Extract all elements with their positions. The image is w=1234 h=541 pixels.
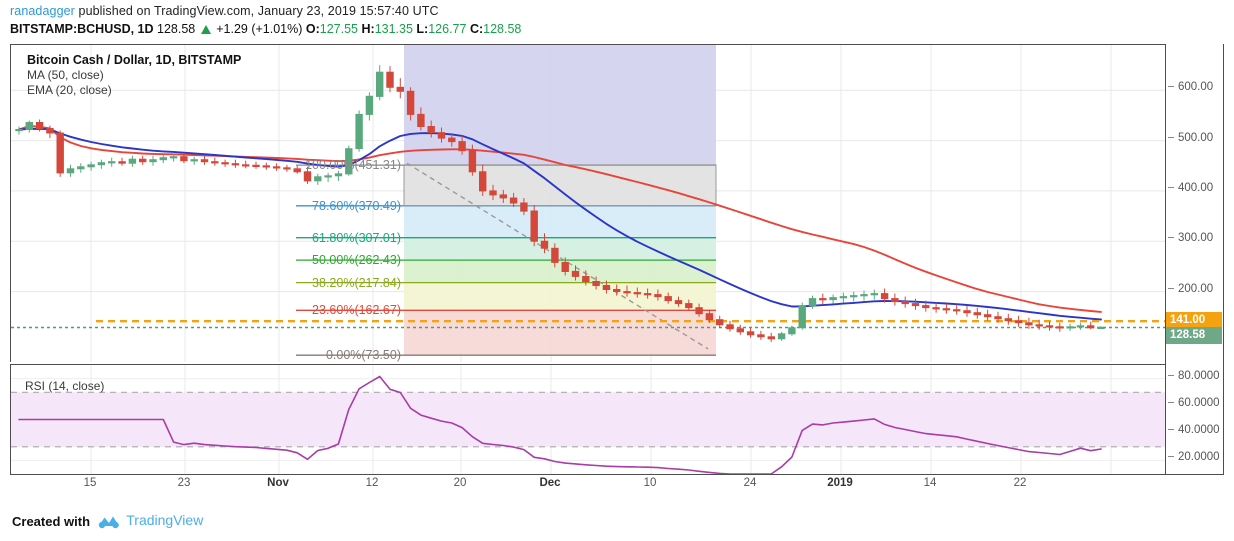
time-label-22: 22: [1013, 477, 1027, 489]
fib-level-label-23-6: 23.60%(162.67): [312, 303, 401, 318]
rsi-tick-20: 20.0000: [1168, 451, 1220, 463]
tradingview-brand[interactable]: TradingView: [126, 512, 204, 528]
high-value: 131.35: [374, 22, 413, 36]
legend-ma50: MA (50, close): [27, 68, 104, 82]
publisher-line: ranadagger published on TradingView.com,…: [10, 4, 439, 18]
created-with-label: Created with: [12, 514, 91, 529]
last-price: 128.58: [157, 22, 196, 36]
up-arrow-icon: [200, 25, 211, 34]
symbol-label[interactable]: BITSTAMP:BCHUSD, 1D: [10, 22, 154, 36]
price-tick-400-00: 400.00: [1168, 182, 1213, 194]
time-label-20: 20: [453, 477, 467, 489]
price-tick-500-00: 500.00: [1168, 132, 1213, 144]
time-label-23: 23: [177, 477, 191, 489]
chart-frame: Bitcoin Cash / Dollar, 1D, BITSTAMP MA (…: [10, 44, 1224, 494]
close-value: 128.58: [483, 22, 522, 36]
low-key: L:: [416, 22, 429, 36]
open-key: O:: [305, 22, 320, 36]
published-text: published on TradingView.com, January 23…: [74, 4, 439, 18]
rsi-plot: [11, 365, 1165, 475]
time-label-24: 24: [743, 477, 757, 489]
fib-level-label-0: 0.00%(73.50): [325, 348, 401, 363]
open-value: 127.55: [319, 22, 358, 36]
rsi-tick-60: 60.0000: [1168, 397, 1220, 409]
fib-level-label-78-6: 78.60%(370.49): [312, 198, 401, 213]
legend-ema20: EMA (20, close): [27, 83, 112, 97]
fib-level-label-100: 100.00%(451.31): [305, 158, 401, 173]
close-key: C:: [469, 22, 484, 36]
price-change: +1.29 (+1.01%): [216, 22, 303, 36]
price-tick-600-00: 600.00: [1168, 81, 1213, 93]
price-legend: Bitcoin Cash / Dollar, 1D, BITSTAMP MA (…: [27, 53, 241, 98]
time-label-15: 15: [83, 477, 97, 489]
symbol-quote-line: BITSTAMP:BCHUSD, 1D 128.58 +1.29 (+1.01%…: [10, 22, 521, 36]
time-label-14: 14: [923, 477, 937, 489]
rsi-tick-80: 80.0000: [1168, 370, 1220, 382]
price-axis[interactable]: [1165, 44, 1224, 474]
price-badge-last: 128.58: [1166, 327, 1222, 345]
rsi-pane[interactable]: RSI (14, close): [10, 364, 1165, 475]
fib-level-label-61-8: 61.80%(307.01): [312, 230, 401, 245]
time-label-nov: Nov: [267, 477, 289, 489]
time-label-2019: 2019: [827, 477, 853, 489]
footer-attribution: Created with TradingView: [12, 512, 203, 533]
time-label-10: 10: [643, 477, 657, 489]
time-label-12: 12: [365, 477, 379, 489]
low-value: 126.77: [428, 22, 467, 36]
price-plot: [11, 45, 1165, 362]
fib-level-label-50: 50.00%(262.43): [312, 253, 401, 268]
price-tick-200-00: 200.00: [1168, 283, 1213, 295]
legend-title: Bitcoin Cash / Dollar, 1D, BITSTAMP: [27, 53, 242, 67]
time-axis[interactable]: 15 23 Nov 12 20 Dec 10 24 2019 14 22: [10, 474, 1224, 494]
high-key: H:: [361, 22, 375, 36]
tradingview-logo-icon: [98, 514, 120, 533]
price-tick-300-00: 300.00: [1168, 232, 1213, 244]
author-name[interactable]: ranadagger: [10, 4, 75, 18]
rsi-legend: RSI (14, close): [25, 379, 105, 393]
price-pane[interactable]: Bitcoin Cash / Dollar, 1D, BITSTAMP MA (…: [10, 44, 1165, 362]
fib-level-label-38-2: 38.20%(217.84): [312, 275, 401, 290]
rsi-tick-40: 40.0000: [1168, 424, 1220, 436]
time-label-dec: Dec: [539, 477, 561, 489]
price-badge-141: 141.00: [1166, 311, 1222, 329]
